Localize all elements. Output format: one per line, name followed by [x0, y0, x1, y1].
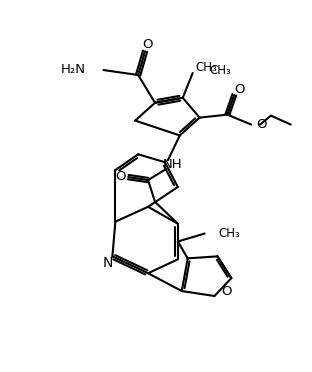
Text: CH₃: CH₃: [218, 227, 240, 240]
Text: O: O: [142, 38, 152, 51]
Text: H₂N: H₂N: [61, 62, 85, 76]
Text: N: N: [102, 256, 113, 270]
Text: CH₃: CH₃: [210, 64, 231, 77]
Text: O: O: [234, 83, 245, 96]
Text: CH₃: CH₃: [196, 61, 217, 74]
Text: O: O: [222, 285, 232, 298]
Text: NH: NH: [163, 158, 183, 171]
Text: O: O: [115, 170, 125, 183]
Text: O: O: [256, 118, 266, 131]
